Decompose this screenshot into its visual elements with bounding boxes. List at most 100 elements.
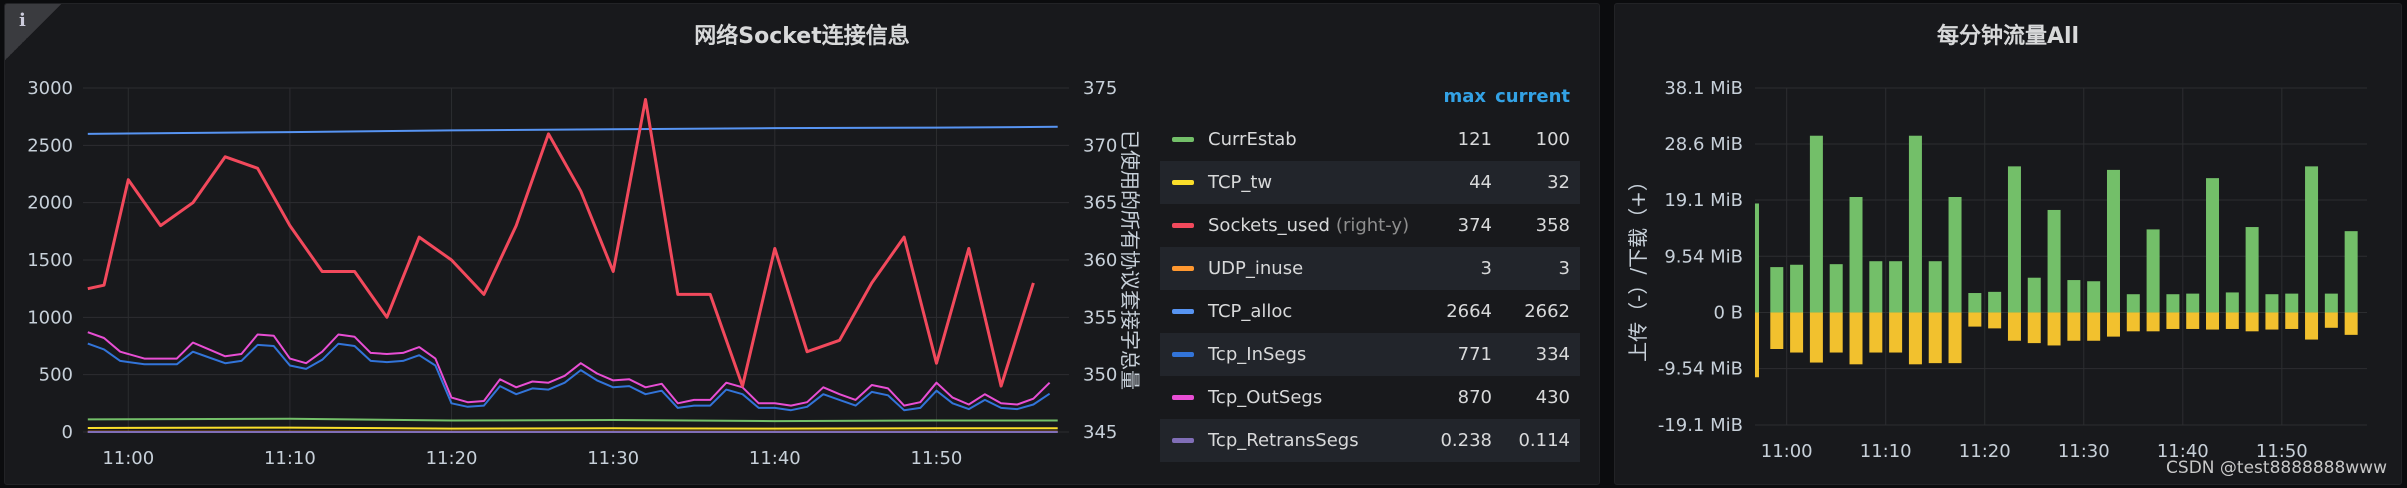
upload-bar bbox=[2265, 312, 2279, 330]
download-bar bbox=[2225, 292, 2239, 313]
upload-bar bbox=[2186, 312, 2200, 329]
download-bar bbox=[2106, 169, 2120, 313]
panel-title-traffic[interactable]: 每分钟流量All bbox=[1936, 24, 2080, 49]
upload-bar bbox=[2047, 312, 2061, 346]
download-bar bbox=[2186, 293, 2200, 313]
download-bar bbox=[2027, 277, 2041, 313]
legend-item-tcp-insegs[interactable]: Tcp_InSegs 771 334 bbox=[1160, 333, 1580, 376]
y-right-tick-label: 375 bbox=[1083, 78, 1117, 99]
legend-rows: CurrEstab 121 100 TCP_tw 44 32 Sockets_used (ri… bbox=[1160, 118, 1580, 462]
legend-series-name[interactable]: UDP_inuse bbox=[1208, 247, 1303, 290]
legend-series-name[interactable]: Tcp_OutSegs bbox=[1208, 376, 1322, 419]
legend-item-udp-inuse[interactable]: UDP_inuse 3 3 bbox=[1160, 247, 1580, 290]
y-left-tick-label: 1500 bbox=[27, 250, 73, 271]
download-bar bbox=[2067, 280, 2081, 313]
legend-swatch[interactable] bbox=[1172, 395, 1194, 400]
legend-max-value: 3 bbox=[1480, 258, 1492, 279]
y-left-tick-label: 2000 bbox=[27, 193, 73, 214]
legend-col-current[interactable]: current bbox=[1495, 86, 1570, 107]
download-bar bbox=[2344, 231, 2358, 313]
legend-max-value: 44 bbox=[1469, 172, 1492, 193]
legend-series-name[interactable]: TCP_tw bbox=[1208, 161, 1272, 204]
download-bar bbox=[1908, 135, 1922, 313]
legend-series-label: Tcp_OutSegs bbox=[1208, 387, 1323, 408]
legend-item-tcp-retranssegs[interactable]: Tcp_RetransSegs 0.238 0.114 bbox=[1160, 419, 1580, 462]
legend-swatch[interactable] bbox=[1172, 223, 1194, 228]
legend-current-value: 3 bbox=[1558, 258, 1570, 279]
x-tick-label: 11:00 bbox=[102, 448, 154, 469]
legend-col-max[interactable]: max bbox=[1443, 86, 1486, 107]
socket-legend: max current CurrEstab 121 100 TCP_tw 44 32 Soc… bbox=[1160, 76, 1580, 462]
download-bar bbox=[2146, 229, 2160, 313]
download-bar bbox=[1869, 261, 1883, 313]
download-bar bbox=[1889, 261, 1903, 313]
y-tick-label: -9.54 MiB bbox=[1658, 359, 1743, 380]
info-corner[interactable]: i bbox=[5, 4, 61, 60]
upload-bar bbox=[1829, 312, 1843, 353]
legend-current-value: 430 bbox=[1535, 387, 1570, 408]
grid bbox=[83, 87, 1069, 433]
legend-series-label: TCP_tw bbox=[1208, 172, 1273, 193]
legend-item-currestab[interactable]: CurrEstab 121 100 bbox=[1160, 118, 1580, 161]
legend-item-sockets-used[interactable]: Sockets_used (right-y) 374 358 bbox=[1160, 204, 1580, 247]
legend-series-label: Sockets_used bbox=[1208, 215, 1330, 236]
y-right-axis-label: 已使用的所有协议套接字总量 bbox=[1118, 130, 1142, 390]
upload-bar bbox=[1889, 312, 1903, 353]
upload-bar bbox=[2146, 312, 2160, 332]
download-bar bbox=[1754, 203, 1759, 313]
download-bar bbox=[2126, 294, 2140, 313]
y-right-tick-label: 350 bbox=[1083, 365, 1117, 386]
x-tick-label: 11:20 bbox=[1959, 441, 2011, 462]
upload-bar bbox=[1790, 312, 1804, 353]
y-right-tick-label: 360 bbox=[1083, 250, 1117, 271]
y-tick-label: 19.1 MiB bbox=[1664, 190, 1743, 211]
series-line-tcp-alloc bbox=[87, 125, 1058, 135]
upload-bar bbox=[2344, 312, 2358, 335]
download-bar bbox=[1790, 264, 1804, 313]
download-bar bbox=[1809, 135, 1823, 313]
legend-swatch[interactable] bbox=[1172, 309, 1194, 314]
legend-swatch[interactable] bbox=[1172, 137, 1194, 142]
y-left-tick-label: 1000 bbox=[27, 307, 73, 328]
legend-item-tcp-tw[interactable]: TCP_tw 44 32 bbox=[1160, 161, 1580, 204]
series-line-tcp-insegs bbox=[87, 342, 1051, 412]
info-icon[interactable]: i bbox=[19, 10, 26, 31]
series-line-sockets-used bbox=[87, 98, 1035, 388]
download-bar bbox=[2166, 294, 2180, 313]
legend-series-label: CurrEstab bbox=[1208, 129, 1297, 150]
download-bar bbox=[1770, 267, 1784, 313]
panel-title-socket[interactable]: 网络Socket连接信息 bbox=[694, 24, 910, 49]
legend-max-value: 870 bbox=[1457, 387, 1492, 408]
y-right-tick-label: 365 bbox=[1083, 193, 1117, 214]
y-right-tick-label: 345 bbox=[1083, 422, 1117, 443]
legend-swatch[interactable] bbox=[1172, 438, 1194, 443]
x-tick-label: 11:00 bbox=[1761, 441, 1813, 462]
legend-series-name[interactable]: CurrEstab bbox=[1208, 118, 1297, 161]
legend-swatch[interactable] bbox=[1172, 180, 1194, 185]
x-tick-label: 11:50 bbox=[911, 448, 963, 469]
legend-swatch[interactable] bbox=[1172, 266, 1194, 271]
y-left-tick-label: 3000 bbox=[27, 78, 73, 99]
x-tick-label: 11:40 bbox=[749, 448, 801, 469]
y-tick-label: 0 B bbox=[1713, 302, 1743, 323]
download-bar bbox=[1988, 291, 2002, 313]
legend-swatch[interactable] bbox=[1172, 352, 1194, 357]
legend-series-name[interactable]: Sockets_used (right-y) bbox=[1208, 204, 1409, 247]
upload-bar bbox=[2305, 312, 2319, 340]
legend-current-value: 334 bbox=[1535, 344, 1570, 365]
upload-bar bbox=[2027, 312, 2041, 344]
traffic-bar-chart[interactable]: 38.1 MiB 28.6 MiB 19.1 MiB 9.54 MiB 0 B -9.54… bbox=[1615, 4, 2402, 485]
legend-series-name[interactable]: Tcp_RetransSegs bbox=[1208, 419, 1359, 462]
legend-item-tcp-alloc[interactable]: TCP_alloc 2664 2662 bbox=[1160, 290, 1580, 333]
legend-series-name[interactable]: Tcp_InSegs bbox=[1208, 333, 1306, 376]
y-tick-label: 38.1 MiB bbox=[1664, 78, 1743, 99]
legend-max-value: 771 bbox=[1457, 344, 1492, 365]
legend-series-name[interactable]: TCP_alloc bbox=[1208, 290, 1292, 333]
watermark: CSDN @test8888888www bbox=[2166, 458, 2387, 478]
upload-bar bbox=[1869, 312, 1883, 353]
legend-max-value: 374 bbox=[1457, 215, 1492, 236]
y-left-tick-label: 2500 bbox=[27, 135, 73, 156]
socket-line-chart[interactable]: 0 500 1000 1500 2000 2500 3000 345 350 355 360 365 3… bbox=[5, 4, 1600, 485]
legend-max-value: 2664 bbox=[1446, 301, 1492, 322]
legend-item-tcp-outsegs[interactable]: Tcp_OutSegs 870 430 bbox=[1160, 376, 1580, 419]
